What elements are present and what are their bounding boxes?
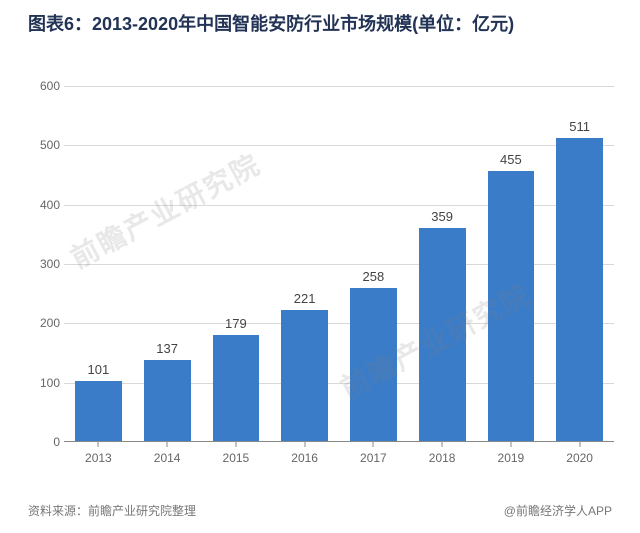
x-tick [167, 441, 168, 447]
bar-slot: 3592018 [408, 86, 477, 441]
x-tick [373, 441, 374, 447]
bar-slot: 2582017 [339, 86, 408, 441]
bar [419, 228, 466, 441]
bars-group: 1012013137201417920152212016258201735920… [64, 86, 614, 441]
x-tick-label: 2019 [498, 451, 525, 465]
y-tick-label: 400 [30, 198, 60, 212]
source-text: 资料来源：前瞻产业研究院整理 [28, 502, 196, 519]
bar-slot: 1012013 [64, 86, 133, 441]
bar-value-label: 137 [156, 341, 178, 356]
bar-slot: 1792015 [202, 86, 271, 441]
x-tick [442, 441, 443, 447]
x-tick [235, 441, 236, 447]
bar-value-label: 359 [431, 209, 453, 224]
bar-value-label: 455 [500, 152, 522, 167]
x-tick [579, 441, 580, 447]
bar [213, 335, 260, 441]
bar [556, 138, 603, 441]
bar [144, 360, 191, 441]
y-tick-label: 300 [30, 257, 60, 271]
plot-area: 1012013137201417920152212016258201735920… [64, 86, 614, 442]
x-tick [304, 441, 305, 447]
x-tick-label: 2015 [223, 451, 250, 465]
bar-slot: 1372014 [133, 86, 202, 441]
x-tick-label: 2020 [566, 451, 593, 465]
bar-slot: 5112020 [545, 86, 614, 441]
y-tick-label: 200 [30, 316, 60, 330]
chart-container: 0100200300400500600 10120131372014179201… [30, 86, 620, 466]
chart-footer: 资料来源：前瞻产业研究院整理 @前瞻经济学人APP [28, 502, 612, 519]
y-tick-label: 600 [30, 79, 60, 93]
x-tick [98, 441, 99, 447]
bar-slot: 4552019 [477, 86, 546, 441]
bar-value-label: 101 [88, 362, 110, 377]
x-tick-label: 2018 [429, 451, 456, 465]
x-tick-label: 2017 [360, 451, 387, 465]
x-tick [510, 441, 511, 447]
y-tick-label: 0 [30, 435, 60, 449]
bar-value-label: 179 [225, 316, 247, 331]
y-tick-label: 500 [30, 138, 60, 152]
bar-slot: 2212016 [270, 86, 339, 441]
x-tick-label: 2013 [85, 451, 112, 465]
bar [75, 381, 122, 441]
bar [281, 310, 328, 441]
bar [350, 288, 397, 441]
bar-value-label: 258 [363, 269, 385, 284]
bar-value-label: 511 [569, 119, 590, 134]
bar [488, 171, 535, 441]
attribution-text: @前瞻经济学人APP [504, 502, 612, 519]
x-tick-label: 2016 [291, 451, 318, 465]
y-tick-label: 100 [30, 376, 60, 390]
bar-value-label: 221 [294, 291, 316, 306]
chart-title: 图表6：2013-2020年中国智能安防行业市场规模(单位：亿元) [0, 0, 640, 44]
x-tick-label: 2014 [154, 451, 181, 465]
